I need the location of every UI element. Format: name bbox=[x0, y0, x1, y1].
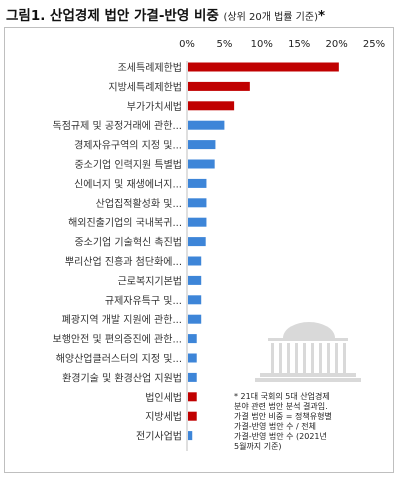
bar bbox=[188, 295, 202, 305]
x-tick-label: 15% bbox=[288, 39, 310, 50]
category-label: 산업집적활성화 및... bbox=[96, 197, 182, 210]
footnote-line: 가결-반영 법안 수 (2021년 bbox=[234, 432, 327, 441]
bar bbox=[188, 256, 202, 266]
bar bbox=[188, 140, 216, 150]
category-label: 해양산업클러스터의 지정 및... bbox=[56, 352, 182, 365]
bar bbox=[188, 411, 197, 421]
bar bbox=[188, 217, 207, 227]
bar bbox=[188, 62, 339, 72]
bar bbox=[188, 372, 197, 382]
category-label: 법인세법 bbox=[145, 392, 182, 404]
x-tick-label: 25% bbox=[363, 39, 385, 50]
national-assembly-building-icon bbox=[255, 322, 361, 382]
category-label: 지방세법 bbox=[145, 411, 182, 423]
category-label: 근로복지기본법 bbox=[118, 275, 182, 287]
chart-title-mark: * bbox=[317, 8, 326, 24]
bar bbox=[188, 334, 197, 344]
chart-frame bbox=[4, 27, 394, 473]
category-label: 지방세특례제한법 bbox=[108, 81, 182, 93]
x-tick-label: 20% bbox=[325, 39, 347, 50]
category-label: 환경기술 및 환경산업 지원법 bbox=[62, 371, 182, 384]
category-label: 경제자유구역의 지정 및... bbox=[74, 139, 182, 152]
category-label: 해외진출기업의 국내복귀... bbox=[68, 216, 182, 229]
bar bbox=[188, 237, 206, 247]
footnote-line: * 21대 국회의 5대 산업경제 bbox=[234, 392, 330, 401]
category-label: 뿌리산업 진흥과 첨단화에... bbox=[65, 255, 182, 268]
x-tick-label: 0% bbox=[179, 39, 195, 50]
category-label: 중소기업 기술혁신 촉진법 bbox=[74, 236, 182, 249]
bar bbox=[188, 353, 197, 363]
footnote-line: 가결 법안 비중 = 정책유형별 bbox=[234, 412, 332, 421]
chart-title: 그림1. 산업경제 법안 가결-반영 비중 (상위 20개 법률 기준)* bbox=[6, 4, 325, 24]
footnote-line: 분야 관련 법안 분석 결과임. bbox=[234, 402, 328, 411]
category-label: 전기사업법 bbox=[136, 430, 182, 443]
category-label: 독점규제 및 공정거래에 관한... bbox=[53, 120, 182, 132]
category-label: 폐광지역 개발 지원에 관한... bbox=[62, 314, 182, 326]
bar bbox=[188, 275, 202, 285]
category-label: 조세특례제한법 bbox=[118, 62, 182, 74]
footnote-line: 가결-반영 법안 수 / 전체 bbox=[234, 422, 316, 431]
bar bbox=[188, 431, 193, 441]
bar bbox=[188, 101, 235, 111]
x-tick-label: 5% bbox=[216, 39, 232, 50]
bar bbox=[188, 198, 207, 208]
category-label: 중소기업 인력지원 특별법 bbox=[74, 158, 182, 171]
bar bbox=[188, 159, 215, 169]
footnote: * 21대 국회의 5대 산업경제 분야 관련 법안 분석 결과임. 가결 법안… bbox=[234, 392, 392, 452]
chart-title-main: 그림1. 산업경제 법안 가결-반영 비중 bbox=[6, 8, 219, 24]
category-label: 신에너지 및 재생에너지... bbox=[74, 178, 182, 190]
footnote-line: 5월까지 기준) bbox=[234, 442, 282, 451]
bar bbox=[188, 314, 202, 324]
category-label: 규제자유특구 및... bbox=[105, 295, 182, 307]
bar bbox=[188, 392, 197, 402]
bar bbox=[188, 120, 225, 130]
x-tick-label: 10% bbox=[251, 39, 273, 50]
bar bbox=[188, 178, 207, 188]
category-label: 부가가치세법 bbox=[127, 101, 182, 113]
category-label: 보행안전 및 편의증진에 관한... bbox=[53, 334, 182, 346]
chart-subtitle: (상위 20개 법률 기준) bbox=[223, 12, 318, 23]
bar bbox=[188, 81, 250, 91]
